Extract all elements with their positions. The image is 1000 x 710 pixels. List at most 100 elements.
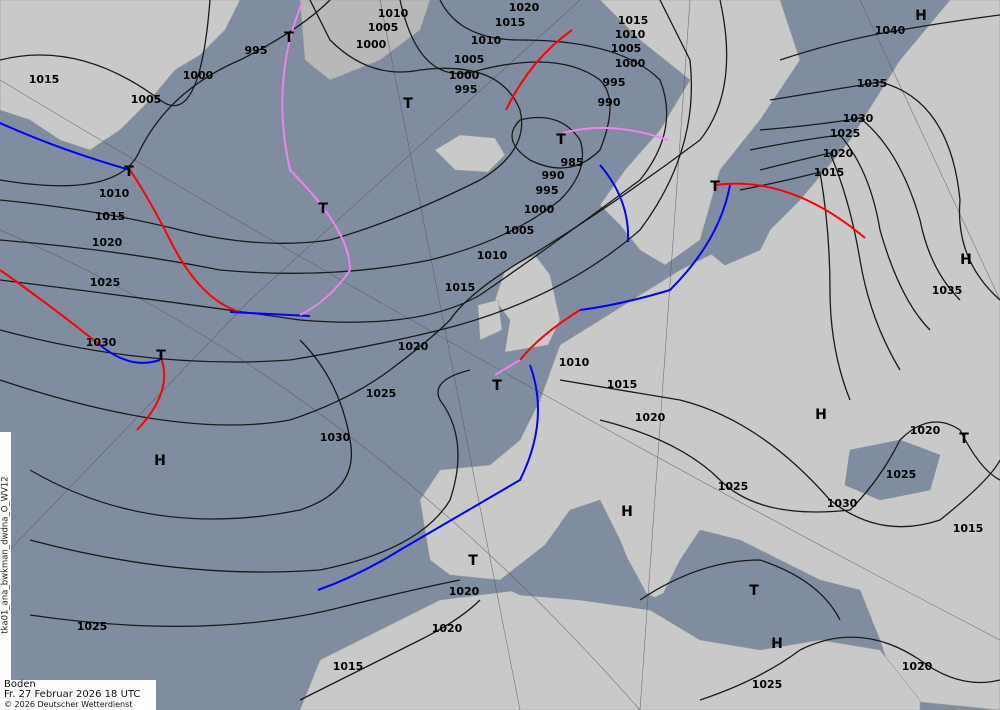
isobar-label: 1040	[875, 24, 906, 37]
british-isles	[494, 254, 561, 353]
isobar-label: 1025	[830, 127, 861, 140]
low-pressure-center: T	[710, 179, 720, 195]
isobar-label: 1025	[718, 480, 749, 493]
scandinavia	[599, 0, 801, 266]
isobar-label: 1020	[398, 340, 429, 353]
isobar-label: 1010	[615, 28, 646, 41]
isobar-label: 1005	[454, 53, 485, 66]
low-pressure-center: T	[156, 348, 166, 364]
isobar-label: 1030	[827, 497, 858, 510]
warm-front	[519, 309, 581, 361]
high-pressure-center: H	[815, 407, 827, 423]
map-info-box: Boden Fr. 27 Februar 2026 18 UTC © 2026 …	[0, 680, 156, 710]
isobar-label: 1010	[99, 187, 130, 200]
low-pressure-center: T	[403, 96, 413, 112]
isobar-label: 1020	[635, 411, 666, 424]
isobar-label: 1025	[366, 387, 397, 400]
valid-time: Fr. 27 Februar 2026 18 UTC	[4, 689, 141, 700]
isobar-label: 1010	[477, 249, 508, 262]
pressure-centers: H T T T T T T T H T H H T T H T H	[124, 8, 972, 652]
isobar-label: 995	[245, 44, 268, 57]
isobar-label: 1025	[90, 276, 121, 289]
isobar-label: 1010	[471, 34, 502, 47]
isobar-labels: 1015100599510001010100510001020101510101…	[29, 1, 984, 691]
cold-front	[579, 184, 731, 311]
isobar-label: 1020	[823, 147, 854, 160]
isobar-label: 985	[561, 156, 584, 169]
iceland	[434, 134, 506, 173]
isobar-label: 1000	[524, 203, 555, 216]
isobar-label: 1000	[615, 57, 646, 70]
isobar-label: 1015	[607, 378, 638, 391]
isobar-label: 1015	[95, 210, 126, 223]
cold-front	[599, 164, 630, 243]
warm-front	[129, 169, 241, 313]
isobar-label: 1005	[611, 42, 642, 55]
isobar-label: 1020	[509, 1, 540, 14]
ireland	[477, 299, 503, 341]
isobar-label: 1000	[449, 69, 480, 82]
isobar-label: 1010	[378, 7, 409, 20]
high-pressure-center: H	[154, 453, 166, 469]
isobar-label: 1025	[752, 678, 783, 691]
isobar-label: 1035	[932, 284, 963, 297]
isobar-label: 1005	[504, 224, 535, 237]
warm-front	[136, 354, 166, 431]
low-pressure-center: T	[318, 201, 328, 217]
occluded-front	[562, 126, 669, 141]
continental-europe	[419, 0, 1000, 710]
high-pressure-center: H	[960, 252, 972, 268]
isobar-label: 1025	[886, 468, 917, 481]
fronts	[0, 2, 866, 591]
isobar-label: 1015	[333, 660, 364, 673]
isobar-label: 1030	[843, 112, 874, 125]
copyright: © 2026 Deutscher Wetterdienst	[4, 700, 133, 709]
isobar-label: 1015	[953, 522, 984, 535]
isobar-label: 1020	[432, 622, 463, 635]
isobar-label: 1035	[857, 77, 888, 90]
low-pressure-center: T	[749, 583, 759, 599]
high-pressure-center: H	[915, 8, 927, 24]
cold-front	[229, 311, 311, 317]
isobar-label: 990	[598, 96, 621, 109]
isobar-label: 995	[455, 83, 478, 96]
isobar-label: 1020	[449, 585, 480, 598]
isobar-label: 1020	[92, 236, 123, 249]
high-pressure-center: H	[771, 636, 783, 652]
isobar-label: 1015	[29, 73, 60, 86]
level-label: Boden	[4, 679, 36, 690]
low-pressure-center: T	[284, 30, 294, 46]
isobar-label: 1015	[495, 16, 526, 29]
baltic-sea	[699, 169, 781, 266]
isobar-label: 1020	[910, 424, 941, 437]
warm-front	[0, 269, 101, 346]
isobar-label: 995	[603, 76, 626, 89]
warm-front	[714, 182, 866, 239]
isobar-label: 1010	[559, 356, 590, 369]
occluded-front	[281, 2, 352, 316]
low-pressure-center: T	[468, 553, 478, 569]
isobar-label: 1000	[356, 38, 387, 51]
isobar-label: 995	[536, 184, 559, 197]
product-id: tka01_ana_bwkman_dwdna_O_WV12	[0, 476, 11, 634]
warm-front	[505, 29, 573, 111]
cold-front	[0, 122, 131, 171]
low-pressure-center: T	[959, 431, 969, 447]
low-pressure-center: T	[556, 132, 566, 148]
low-pressure-center: T	[492, 378, 502, 394]
cold-front	[99, 344, 161, 364]
mediterranean-sea	[499, 529, 871, 641]
isobar-label: 1005	[131, 93, 162, 106]
occluded-front	[494, 359, 521, 376]
high-pressure-center: H	[621, 504, 633, 520]
isobar-label: 1015	[445, 281, 476, 294]
isobar-label: 1005	[368, 21, 399, 34]
isobar-label: 990	[542, 169, 565, 182]
isobar-label: 1015	[618, 14, 649, 27]
isobar-label: 1025	[77, 620, 108, 633]
product-id-strip: tka01_ana_bwkman_dwdna_O_WV12	[0, 432, 11, 680]
low-pressure-center: T	[124, 164, 134, 180]
